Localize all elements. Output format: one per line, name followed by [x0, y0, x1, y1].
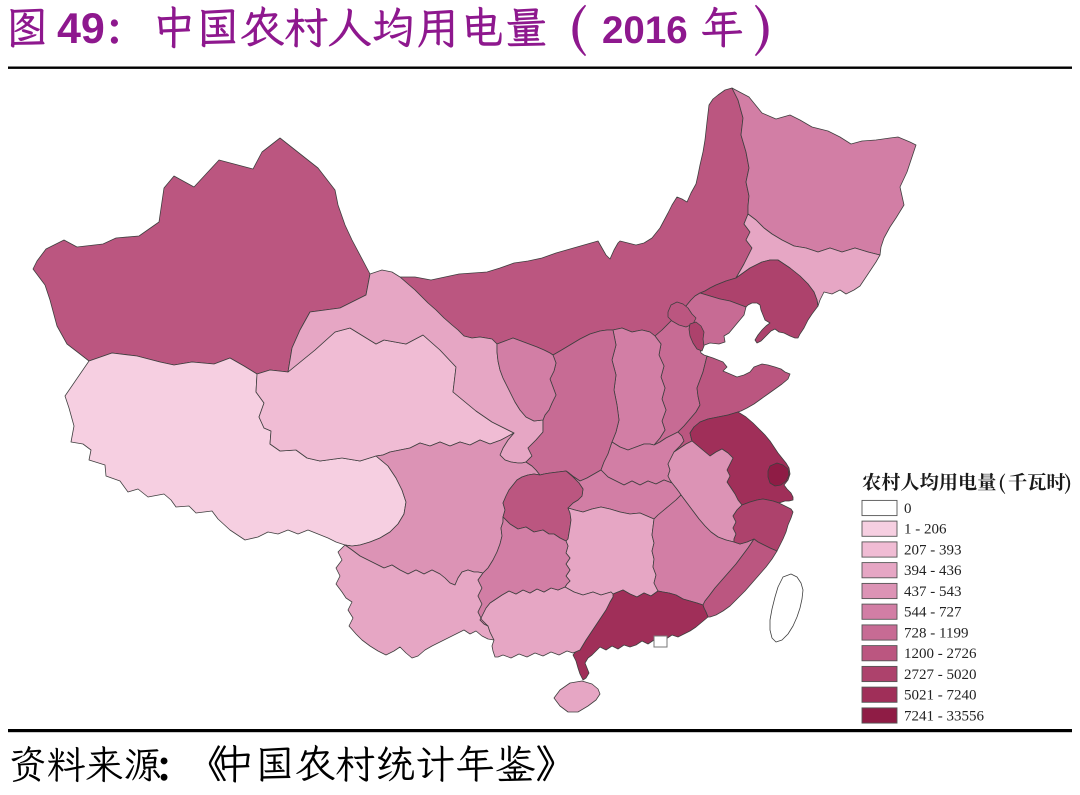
svg-text:2727 - 5020: 2727 - 5020 — [904, 667, 977, 683]
svg-text:5021 - 7240: 5021 - 7240 — [904, 688, 977, 704]
svg-text:0: 0 — [904, 501, 912, 517]
svg-text:207 - 393: 207 - 393 — [904, 542, 962, 558]
svg-text:7241 - 33556: 7241 - 33556 — [904, 708, 984, 724]
svg-text:1 - 206: 1 - 206 — [904, 522, 947, 538]
svg-text:728 - 1199: 728 - 1199 — [904, 625, 968, 641]
svg-text:1200 - 2726: 1200 - 2726 — [904, 646, 977, 662]
svg-text:394 - 436: 394 - 436 — [904, 563, 962, 579]
svg-text:544 - 727: 544 - 727 — [904, 605, 962, 621]
svg-text:437 - 543: 437 - 543 — [904, 584, 962, 600]
